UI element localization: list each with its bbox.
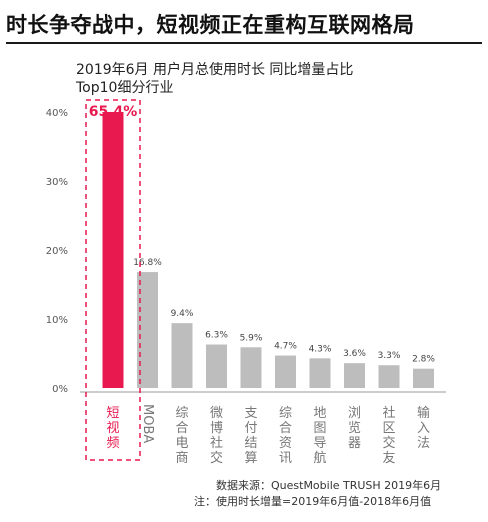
value-label: 65.4% [89,104,138,120]
svg-text:合: 合 [279,421,292,436]
svg-text:付: 付 [244,421,257,436]
svg-text:地: 地 [313,406,326,421]
svg-text:算: 算 [244,451,257,466]
bar [240,347,262,388]
svg-text:微: 微 [210,406,223,421]
category-label: 输入法 [417,405,430,451]
svg-text:图: 图 [313,421,326,436]
svg-text:浏: 浏 [348,405,361,421]
bar [171,323,193,388]
svg-text:综: 综 [175,406,188,421]
svg-text:导: 导 [313,436,326,451]
source-note: 数据来源：QuestMobile TRUSH 2019年6月 [216,479,442,492]
bar [206,344,227,388]
bar [413,368,434,388]
svg-text:法: 法 [417,436,430,451]
svg-text:区: 区 [382,421,395,436]
svg-text:综: 综 [279,406,292,421]
value-label: 9.4% [171,309,194,319]
svg-text:合: 合 [175,421,188,436]
y-tick-label: 0% [52,384,68,395]
svg-text:器: 器 [348,436,361,451]
svg-text:输: 输 [417,405,430,421]
bar [102,112,124,388]
svg-text:商: 商 [175,451,188,466]
value-label: 3.6% [343,349,366,359]
plot-area: 0%10%20%30%40% 65.4%短视频16.8%MOBA9.4%综合电商6… [46,99,435,466]
svg-text:视: 视 [106,421,119,436]
svg-text:支: 支 [244,406,257,421]
bar [137,272,158,388]
category-label: 短视频 [106,406,119,451]
value-label: 6.3% [205,331,228,341]
svg-text:社: 社 [210,435,223,451]
value-label: 5.9% [240,333,263,343]
svg-text:博: 博 [210,421,223,436]
svg-text:社: 社 [382,405,395,421]
svg-text:资: 资 [279,436,292,451]
chart-title-line1: 2019年6月 用户月总使用时长 同比增量占比 [76,61,353,78]
bar [309,358,331,388]
chart-title-line2: Top10细分行业 [75,80,173,96]
y-tick-label: 10% [46,315,68,326]
value-label: 4.7% [274,342,297,352]
headline: 时长争夺战中，短视频正在重构互联网格局 [6,8,482,44]
svg-text:MOBA: MOBA [140,404,155,443]
highlight-box [85,99,141,461]
bar [275,355,296,388]
bar [344,363,365,388]
svg-text:电: 电 [175,436,188,451]
value-label: 3.3% [378,351,401,361]
svg-text:讯: 讯 [279,451,292,466]
y-tick-label: 40% [46,108,68,119]
svg-text:交: 交 [382,435,395,451]
svg-text:览: 览 [348,420,361,436]
y-tick-label: 30% [46,177,68,188]
value-label: 2.8% [412,355,435,365]
y-tick-label: 20% [46,246,68,257]
category-label: 浏览器 [348,405,361,451]
category-label: MOBA [140,404,155,443]
svg-text:航: 航 [313,450,326,466]
svg-text:频: 频 [106,436,119,451]
value-label: 4.3% [309,344,332,354]
bar [378,365,400,388]
svg-text:入: 入 [417,421,430,436]
svg-text:友: 友 [382,450,395,466]
svg-text:交: 交 [210,450,223,466]
svg-text:结: 结 [244,436,257,451]
svg-text:短: 短 [106,406,119,421]
definition-note: 注：使用时长增量=2019年6月值-2018年6月值 [194,495,432,508]
value-label: 16.8% [133,258,162,268]
